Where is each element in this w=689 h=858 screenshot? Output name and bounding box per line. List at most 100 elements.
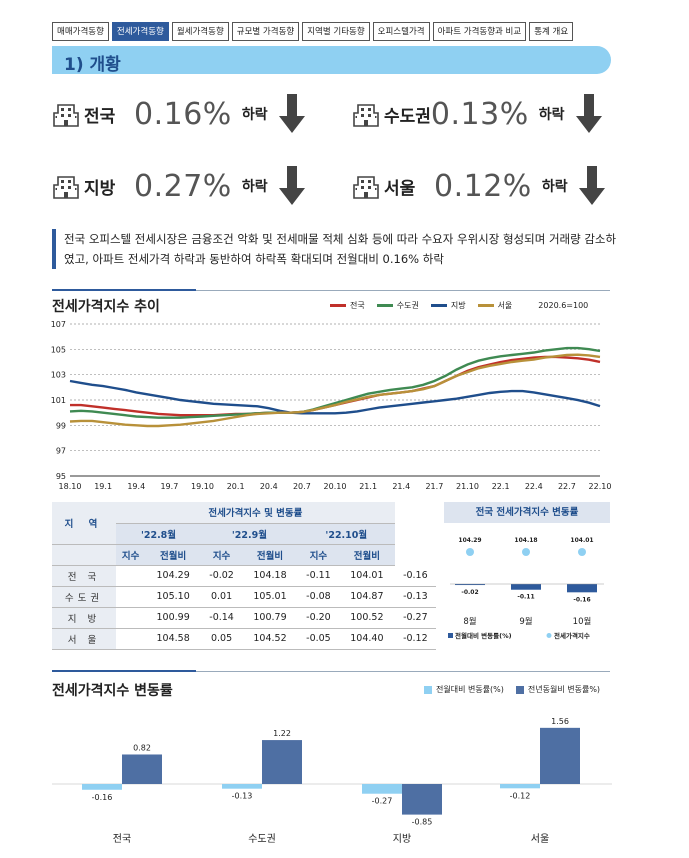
building-icon	[52, 101, 80, 127]
legend-item-capital: 수도권	[376, 300, 419, 311]
table-cell: -0.05	[297, 628, 340, 650]
month-label: 10월	[573, 616, 592, 627]
tab-size-price[interactable]: 규모별 가격동향	[231, 22, 300, 41]
stat-region: 지방	[84, 178, 116, 199]
x-tick-label: 19.4	[127, 482, 145, 491]
legend-item-yoy: 전년동월비 변동률%)	[515, 684, 600, 695]
stat-percent: 0.13%	[430, 96, 529, 132]
change-label: -0.16	[573, 596, 590, 603]
tab-jeonse-price[interactable]: 전세가격동향	[111, 22, 169, 41]
month-header: '22.8월	[116, 523, 201, 545]
region-header: 지 역	[52, 502, 116, 545]
x-tick-label: 21.1	[359, 482, 377, 491]
index-dot	[522, 548, 530, 556]
row-region: 전 국	[52, 565, 116, 587]
x-tick-label: 22.1	[492, 482, 510, 491]
x-tick-label: 19.7	[160, 482, 178, 491]
table-cell: 104.87	[339, 586, 395, 608]
bar	[500, 784, 540, 789]
category-label: 서울	[531, 833, 549, 845]
index-label: 104.01	[570, 537, 593, 544]
x-tick-label: 22.10	[589, 482, 612, 491]
table-row: 수도권 105.10 0.01 105.01 -0.08 104.87 -0.13	[52, 586, 436, 608]
change-bar	[567, 584, 597, 593]
title-rule	[196, 671, 610, 672]
table-row: 지 방 100.99 -0.14 100.79 -0.20 100.52 -0.27	[52, 607, 436, 629]
down-arrow-icon	[578, 166, 606, 206]
legend-swatch	[376, 304, 393, 307]
bar-value-label: -0.16	[92, 793, 113, 802]
down-arrow-icon	[575, 94, 603, 134]
building-icon	[52, 173, 80, 199]
x-tick-label: 22.7	[558, 482, 576, 491]
table-cell: -0.14	[200, 607, 243, 629]
x-tick-label: 22.4	[525, 482, 543, 491]
y-tick-label: 99	[56, 421, 66, 430]
section-header: 1) 개황	[52, 46, 611, 75]
bar-value-label: -0.85	[412, 818, 433, 827]
month-label: 9월	[519, 616, 532, 627]
x-tick-label: 19.1	[94, 482, 112, 491]
tab-bar: 매매가격동향 전세가격동향 월세가격동향 규모별 가격동향 지역별 기타동향 오…	[52, 22, 574, 41]
table-cell: 100.79	[242, 607, 298, 629]
blank-header	[52, 544, 116, 566]
series-line	[69, 353, 601, 428]
stat-direction: 하락	[241, 179, 268, 195]
table-cell: 105.10	[145, 586, 201, 608]
table-cell: -0.11	[297, 565, 340, 587]
table-cell: 104.40	[339, 628, 395, 650]
building-icon	[352, 173, 380, 199]
series-line	[70, 355, 601, 417]
table-cell: -0.08	[297, 586, 340, 608]
tab-stats-overview[interactable]: 통계 개요	[529, 22, 574, 41]
stat-region: 서울	[384, 178, 416, 199]
title-rule	[196, 290, 610, 291]
col-mom: 전월비	[242, 544, 298, 566]
stat-capital: 수도권 0.13% 하락	[352, 92, 603, 136]
x-tick-label: 20.10	[324, 482, 347, 491]
x-tick-label: 21.10	[456, 482, 479, 491]
change-bar	[455, 584, 485, 586]
stat-region: 전국	[84, 106, 116, 127]
down-arrow-icon	[278, 166, 306, 206]
bar-value-label: 1.22	[273, 729, 291, 738]
legend-swatch	[330, 304, 346, 307]
col-index: 지수	[297, 544, 340, 566]
tab-apartment-compare[interactable]: 아파트 가격동향과 비교	[432, 22, 527, 41]
y-tick-label: 103	[51, 371, 66, 380]
tab-sales-price[interactable]: 매매가격동향	[52, 22, 109, 41]
title-underline	[52, 670, 196, 672]
stat-percent: 0.27%	[134, 168, 232, 204]
col-index: 지수	[200, 544, 243, 566]
title-underline	[52, 289, 196, 291]
month-label: 8월	[463, 616, 476, 627]
index-dot	[466, 548, 474, 556]
change-label: -0.02	[461, 589, 478, 596]
x-tick-label: 20.1	[227, 482, 245, 491]
y-tick-label: 107	[51, 320, 66, 329]
table-cell: -0.16	[394, 565, 436, 587]
tab-officetel-price[interactable]: 오피스텔가격	[372, 22, 430, 41]
index-label: 104.29	[458, 537, 481, 544]
series-line	[69, 379, 601, 415]
table-cell: -0.20	[297, 607, 340, 629]
table-cell: -0.12	[394, 628, 436, 650]
blank-cell	[116, 586, 146, 608]
stat-percent: 0.16%	[134, 96, 232, 132]
change-bar	[511, 584, 541, 590]
tab-regional-other[interactable]: 지역별 기타동향	[302, 22, 370, 41]
stat-seoul: 서울 0.12% 하락	[352, 164, 606, 208]
summary-text: 전국 오피스텔 전세시장은 금융조건 악화 및 전세매물 적체 심화 등에 따라…	[52, 229, 622, 269]
month-header: '22.9월	[200, 523, 298, 545]
legend-item-local: 지방	[430, 300, 466, 311]
tab-monthly-rent[interactable]: 월세가격동향	[171, 22, 229, 41]
table-cell: 104.58	[145, 628, 201, 650]
legend-label: 서울	[497, 301, 513, 310]
table-cell: 104.01	[339, 565, 395, 587]
bar-value-label: -0.13	[232, 792, 253, 801]
bar-value-label: -0.12	[510, 791, 531, 800]
table-row: 서 울 104.58 0.05 104.52 -0.05 104.40 -0.12	[52, 628, 436, 650]
table-cell: 0.05	[200, 628, 243, 650]
legend-label: 지방	[450, 301, 466, 310]
